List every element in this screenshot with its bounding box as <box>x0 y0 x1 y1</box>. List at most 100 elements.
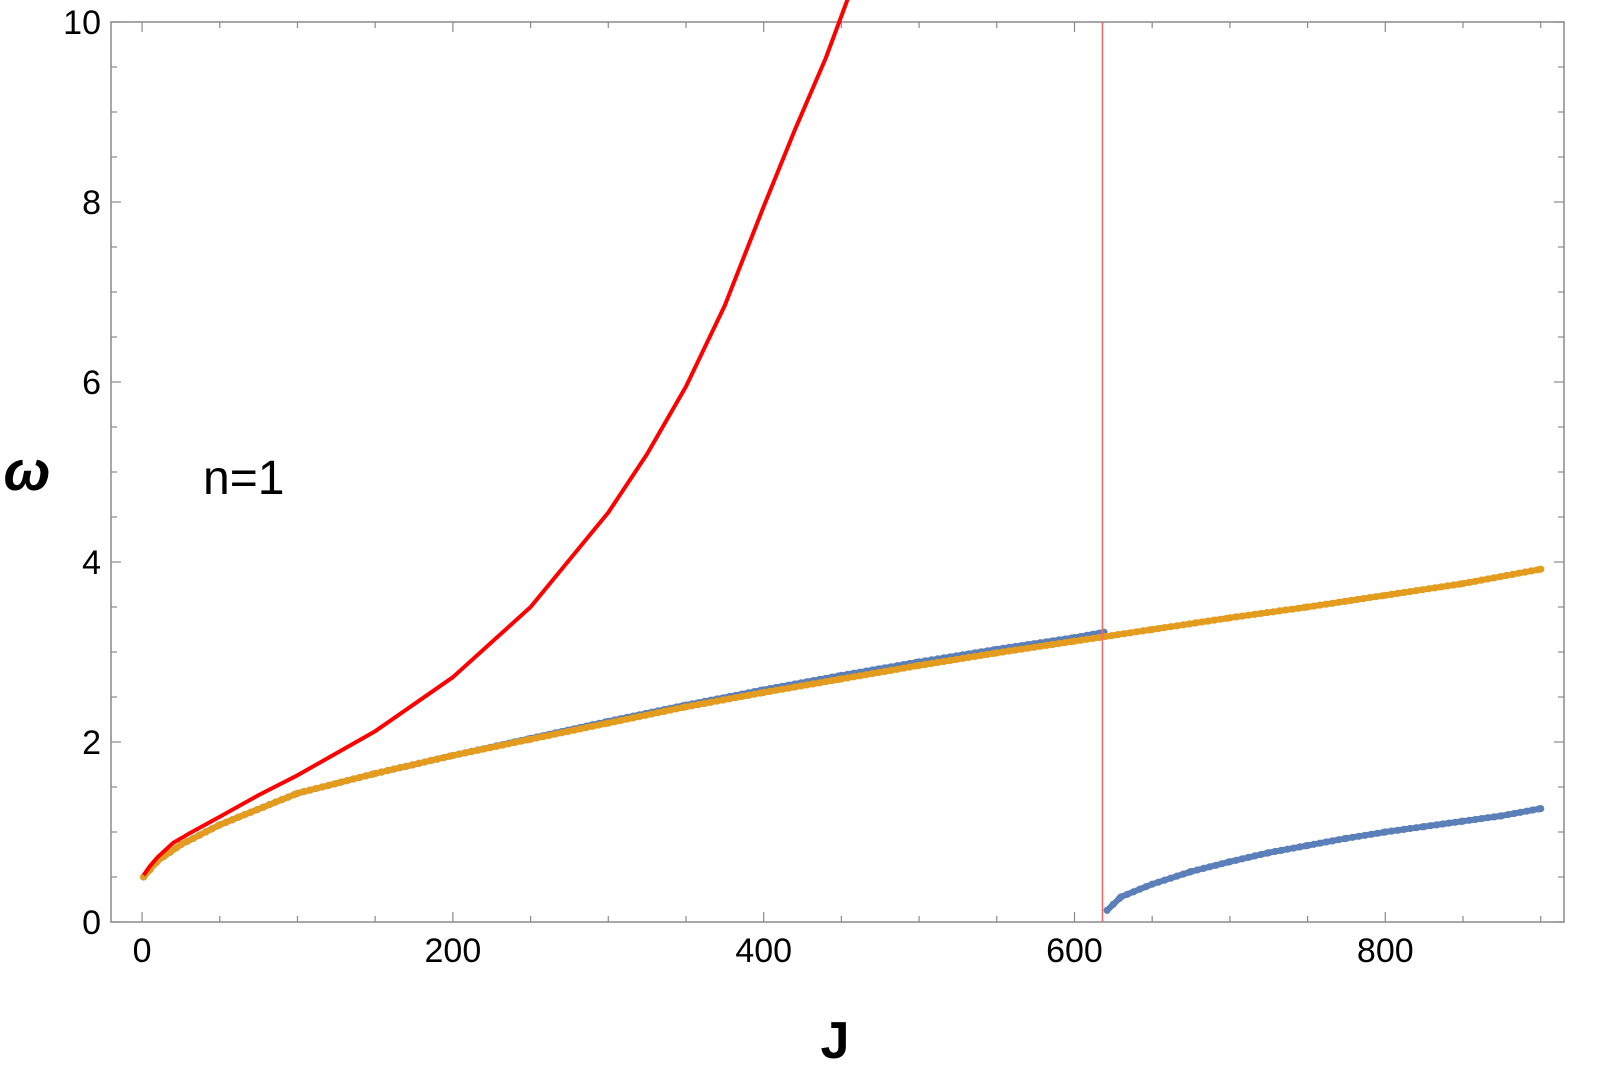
data-point <box>1355 832 1363 840</box>
data-point <box>1347 596 1355 605</box>
data-point <box>499 741 507 749</box>
data-point <box>1296 843 1304 851</box>
data-point <box>1459 817 1467 825</box>
data-point <box>1108 632 1116 640</box>
data-point <box>1349 833 1357 841</box>
x-tick-label: 800 <box>1357 932 1414 970</box>
data-point <box>1089 634 1097 643</box>
series-points-blue <box>1103 805 1545 914</box>
data-point <box>1381 828 1389 836</box>
data-point <box>222 818 230 826</box>
data-point <box>725 695 734 703</box>
data-point <box>654 709 662 717</box>
data-point <box>1490 574 1498 582</box>
data-point <box>306 786 314 794</box>
data-point <box>1061 639 1069 647</box>
data-point <box>480 745 488 753</box>
data-point <box>1498 812 1506 820</box>
data-point <box>719 696 727 704</box>
data-point <box>983 650 992 659</box>
data-point <box>1210 616 1218 624</box>
data-point <box>461 749 469 757</box>
data-point <box>1353 595 1361 604</box>
data-point <box>1294 604 1302 612</box>
data-point <box>844 674 852 682</box>
data-point <box>1504 811 1512 819</box>
data-point <box>1161 876 1169 884</box>
data-point <box>1425 585 1433 593</box>
data-point <box>1328 837 1337 845</box>
data-point <box>1251 852 1259 860</box>
y-tick-label: 6 <box>82 364 101 402</box>
data-point <box>617 716 625 725</box>
data-point <box>564 727 572 736</box>
data-point <box>1226 614 1234 622</box>
data-point <box>1179 621 1187 629</box>
data-point <box>570 726 578 734</box>
y-axis-title: ω <box>4 439 51 502</box>
data-point <box>362 772 370 780</box>
data-point <box>1445 819 1453 827</box>
data-point <box>595 721 603 729</box>
data-point <box>467 748 476 756</box>
data-point <box>1310 602 1318 610</box>
data-point <box>1465 578 1473 587</box>
data-point <box>1373 829 1382 837</box>
y-tick-label: 2 <box>82 724 101 762</box>
data-point <box>511 738 519 747</box>
data-point <box>253 806 261 814</box>
data-point <box>408 761 417 769</box>
data-point <box>1502 571 1511 580</box>
data-point <box>1361 831 1369 839</box>
data-point <box>1142 883 1150 891</box>
data-point <box>1437 583 1445 591</box>
data-point <box>1018 645 1026 653</box>
data-point <box>1537 565 1545 573</box>
data-point <box>682 703 690 711</box>
data-point <box>1126 629 1134 637</box>
data-point <box>642 711 650 719</box>
data-point <box>166 848 174 856</box>
data-point <box>1148 625 1156 634</box>
data-point <box>1276 607 1284 615</box>
x-tick-labels: 0 200 400 600 800 <box>133 932 1414 970</box>
data-point <box>1005 647 1013 655</box>
data-point <box>517 737 525 745</box>
data-point <box>216 821 224 829</box>
data-point <box>1024 644 1032 652</box>
data-point <box>1490 813 1498 821</box>
data-point <box>1226 858 1234 866</box>
data-point <box>1011 646 1020 654</box>
data-point <box>1335 598 1343 606</box>
data-point <box>1238 855 1246 863</box>
data-point <box>1083 635 1091 643</box>
data-point <box>1244 853 1253 862</box>
data-point <box>648 710 656 718</box>
data-point <box>196 831 204 839</box>
data-point <box>384 767 392 775</box>
data-point <box>492 742 500 751</box>
data-point <box>312 784 320 793</box>
data-point <box>1198 618 1206 626</box>
series-trace <box>1104 805 1544 914</box>
data-point <box>278 796 286 804</box>
data-point <box>1244 611 1253 619</box>
data-point <box>1394 589 1402 598</box>
data-point <box>1419 586 1427 594</box>
data-point <box>1036 642 1044 650</box>
data-point <box>1120 630 1128 638</box>
data-point <box>797 682 805 690</box>
data-point <box>474 746 482 754</box>
data-point <box>1193 866 1201 874</box>
data-point <box>371 769 379 778</box>
data-point <box>1387 590 1396 599</box>
data-point <box>707 698 715 706</box>
data-point <box>738 692 746 701</box>
data-point <box>1516 808 1525 816</box>
data-point <box>300 788 308 796</box>
data-point <box>887 666 895 675</box>
data-point <box>828 677 836 685</box>
data-point <box>1328 599 1337 607</box>
data-point <box>259 803 267 811</box>
